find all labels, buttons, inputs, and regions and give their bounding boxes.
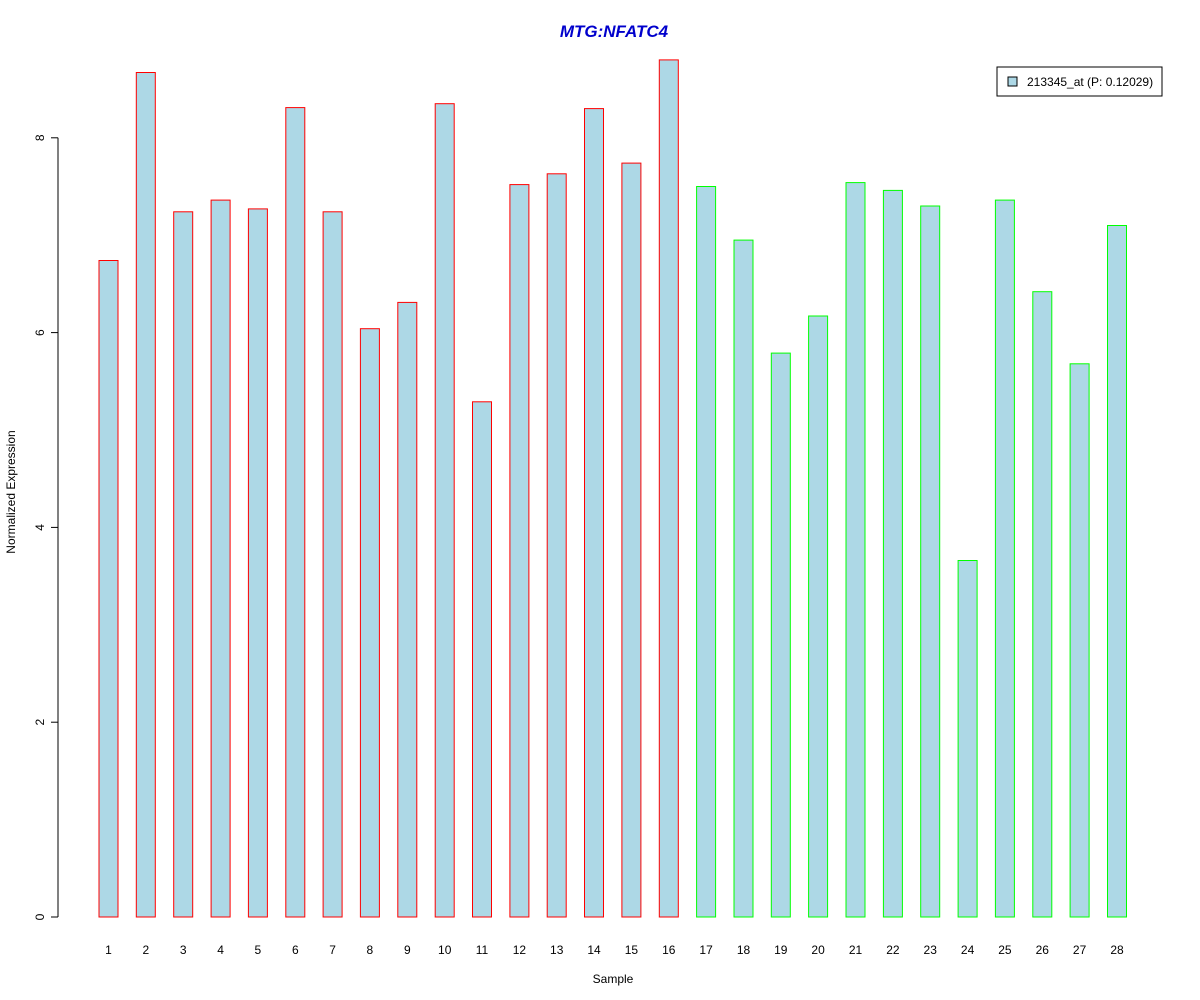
x-tick-label: 26 [1036,943,1050,957]
legend: 213345_at (P: 0.12029) [996,66,1163,97]
x-tick-label: 9 [404,943,411,957]
bar-sample-9 [397,301,418,918]
bar-sample-17 [696,186,717,918]
bar-sample-26 [1032,291,1053,918]
y-tick-label: 2 [33,719,47,726]
y-tick-label: 4 [33,524,47,531]
y-tick-label: 0 [33,913,47,920]
x-tick-label: 10 [438,943,452,957]
x-tick-label: 7 [329,943,336,957]
bar-sample-8 [359,328,380,918]
bar-sample-28 [1107,225,1127,918]
x-tick-label: 21 [849,943,863,957]
bar-sample-14 [584,108,604,918]
x-tick-label: 6 [292,943,299,957]
bar-sample-7 [322,211,343,918]
x-tick-label: 16 [662,943,676,957]
bar-sample-27 [1069,363,1090,918]
x-tick-label: 28 [1110,943,1124,957]
x-tick-label: 20 [811,943,825,957]
x-tick-label: 15 [625,943,639,957]
x-tick-label: 18 [737,943,751,957]
bar-sample-2 [135,72,156,918]
legend-swatch [1007,76,1018,87]
bar-sample-19 [770,352,791,918]
x-axis-label: Sample [593,972,634,986]
bar-sample-25 [994,199,1015,918]
bar-sample-20 [808,315,829,918]
x-tick-label: 1 [105,943,112,957]
x-tick-label: 23 [924,943,938,957]
bar-sample-16 [658,59,679,918]
bar-sample-10 [434,103,455,918]
x-tick-labels: 1 2 3 4 5 6 7 8 9 10 11 12 13 14 15 16 17 18 19 20 21 22 23 24 2… [105,943,1124,957]
x-tick-label: 5 [255,943,262,957]
y-tick-label: 8 [33,134,47,141]
legend-box [996,66,1163,97]
y-tick-label: 6 [33,329,47,336]
bar-sample-6 [285,107,306,918]
y-axis: 0 2 4 6 8 [33,134,59,920]
x-tick-label: 22 [886,943,900,957]
chart-title: MTG:NFATC4 [560,22,669,41]
x-tick-label: 27 [1073,943,1087,957]
x-tick-label: 2 [142,943,149,957]
bar-sample-12 [509,184,530,918]
bar-sample-1 [98,260,119,918]
bar-sample-15 [621,162,642,918]
x-tick-label: 25 [998,943,1012,957]
bars [98,59,1127,918]
bar-sample-11 [472,401,492,918]
bar-sample-13 [546,173,567,918]
x-tick-label: 8 [367,943,374,957]
bar-sample-5 [247,208,268,918]
x-tick-label: 13 [550,943,564,957]
bar-sample-21 [845,182,866,918]
legend-entry-label: 213345_at (P: 0.12029) [1027,75,1153,89]
bar-sample-23 [920,205,941,918]
x-tick-label: 12 [513,943,527,957]
bar-sample-4 [210,199,231,918]
bar-sample-24 [957,560,978,918]
bar-sample-22 [882,189,903,918]
x-tick-label: 11 [476,943,489,957]
x-tick-label: 14 [587,943,601,957]
y-axis-label: Normalized Expression [4,430,18,553]
bar-sample-18 [733,239,754,918]
x-tick-label: 17 [699,943,713,957]
bar-sample-3 [173,211,194,918]
x-tick-label: 4 [217,943,224,957]
x-tick-label: 19 [774,943,788,957]
x-tick-label: 3 [180,943,187,957]
x-tick-label: 24 [961,943,975,957]
